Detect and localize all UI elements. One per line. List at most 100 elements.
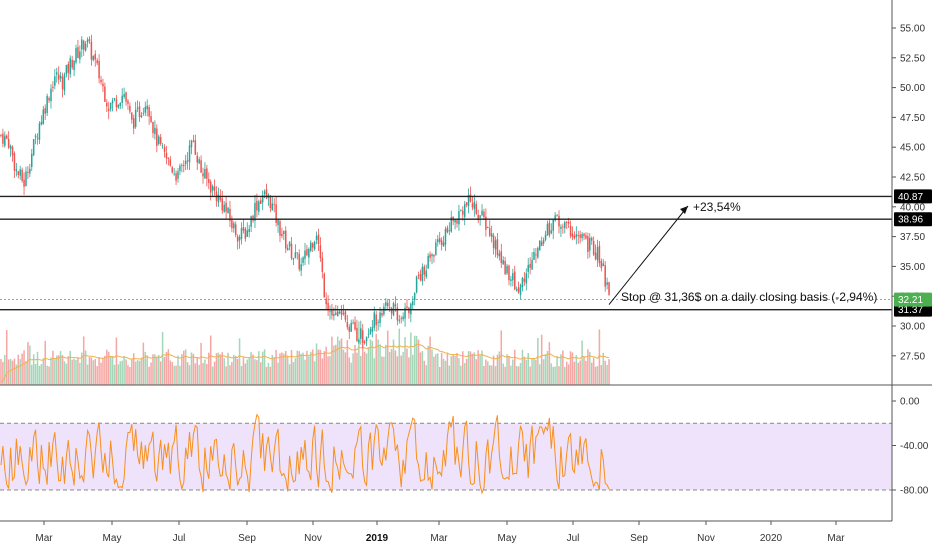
volume-bar: [192, 353, 195, 385]
volume-bar: [223, 358, 225, 385]
candle-body: [0, 134, 2, 136]
candle-body: [500, 251, 503, 263]
candle-body: [67, 63, 70, 73]
volume-bar: [159, 361, 162, 385]
candle-body: [84, 43, 87, 51]
volume-bar: [375, 333, 377, 385]
volume-bar: [452, 354, 454, 385]
candle-body: [69, 58, 71, 75]
volume-bar: [533, 357, 535, 385]
volume-bar: [367, 347, 370, 385]
candle-body: [146, 105, 148, 110]
volume-bar: [298, 351, 300, 385]
x-tick-label: Mar: [827, 533, 845, 544]
candle-body: [583, 233, 585, 237]
x-tick-label: Nov: [697, 533, 715, 544]
volume-bar: [21, 353, 23, 385]
volume-bar: [487, 361, 489, 385]
volume-bar: [488, 365, 491, 385]
volume-bar: [73, 358, 75, 385]
volume-bar: [154, 354, 156, 385]
candle-body: [386, 302, 389, 307]
volume-bar: [515, 365, 518, 385]
candle-body: [50, 88, 52, 102]
candle-body: [206, 168, 208, 179]
volume-bar: [286, 356, 289, 385]
last-price-tag-label: 32.21: [898, 295, 923, 306]
volume-bar: [242, 357, 245, 385]
candle-body: [161, 145, 164, 147]
candle-body: [437, 239, 439, 243]
candle-body: [4, 135, 6, 146]
candle-body: [573, 235, 576, 239]
volume-bar: [390, 349, 393, 385]
candle-body: [79, 51, 81, 60]
candle-body: [211, 185, 214, 191]
volume-bar: [354, 345, 356, 385]
volume-bar: [556, 356, 558, 385]
candle-body: [596, 247, 599, 261]
volume-bar: [581, 340, 583, 385]
price-tick-label: 45.00: [900, 143, 925, 154]
volume-bar: [88, 356, 91, 385]
volume-bar: [131, 359, 133, 385]
volume-bar: [579, 360, 581, 385]
volume-bar: [113, 364, 116, 385]
price-tick-label: 55.00: [900, 24, 925, 35]
volume-bar: [564, 366, 566, 385]
candle-body: [365, 336, 368, 342]
candlesticks: [0, 34, 610, 349]
candle-body: [527, 264, 529, 272]
volume-bar: [306, 350, 308, 385]
candle-body: [564, 222, 566, 229]
volume-bar: [525, 359, 528, 385]
candle-body: [483, 211, 485, 218]
candle-body: [184, 160, 187, 165]
volume-bar: [136, 360, 139, 385]
candle-body: [460, 210, 462, 211]
candle-body: [479, 215, 481, 218]
candle-body: [225, 202, 227, 212]
volume-bar: [96, 366, 98, 385]
volume-bar: [27, 342, 29, 385]
volume-bar: [550, 363, 553, 385]
volume-bar: [196, 357, 199, 385]
candle-body: [327, 302, 329, 311]
candle-body: [521, 277, 524, 288]
candle-body: [373, 312, 376, 328]
volume-bar: [311, 349, 314, 385]
volume-bar: [329, 355, 331, 385]
candle-body: [119, 103, 122, 106]
candle-body: [598, 245, 601, 264]
volume-bar: [498, 351, 501, 385]
target-arrow-line: [608, 205, 689, 305]
stop-level-tag-label: 31.37: [898, 305, 923, 316]
volume-bar: [394, 350, 397, 385]
volume-bar: [589, 351, 591, 385]
volume-bar: [573, 361, 576, 385]
horizontal-levels: [0, 195, 892, 311]
volume-bar: [92, 360, 95, 385]
candle-body: [473, 202, 476, 209]
x-tick-label: Nov: [304, 533, 322, 544]
volume-bar: [202, 363, 204, 385]
candle-body: [86, 39, 89, 43]
candle-body: [515, 289, 518, 291]
volume-bar: [583, 356, 585, 385]
candle-body: [57, 74, 60, 80]
volume-bar: [527, 353, 529, 385]
candle-body: [438, 238, 441, 243]
volume-bar: [104, 355, 106, 385]
volume-bar: [263, 349, 266, 385]
candle-body: [198, 159, 200, 164]
volume-bar: [517, 366, 520, 385]
volume-bar: [381, 356, 383, 385]
candle-body: [502, 260, 504, 265]
candle-body: [352, 322, 354, 324]
volume-bar: [98, 357, 100, 385]
candle-body: [442, 242, 445, 247]
volume-bar: [82, 336, 85, 385]
volume-bar: [310, 351, 312, 385]
volume-bar: [302, 352, 304, 385]
